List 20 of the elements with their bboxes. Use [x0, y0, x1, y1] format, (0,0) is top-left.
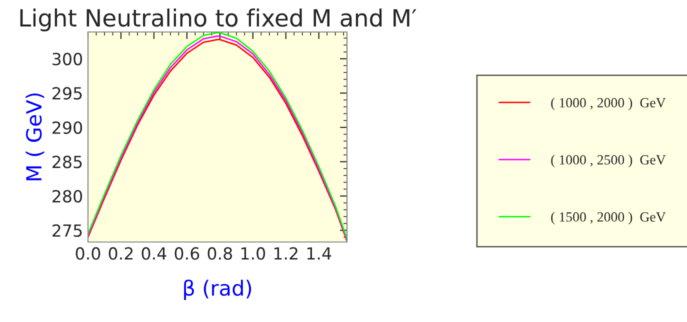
x-tick-label: 0.6 [174, 247, 200, 260]
y-tick-label: 280 [52, 190, 82, 203]
x-tick-label: 1.2 [274, 247, 298, 260]
y-tick-label: 295 [52, 87, 82, 100]
y-tick-label: 300 [52, 52, 82, 66]
x-tick-label: 0.2 [108, 247, 133, 260]
legend-label: ( 1500 , 2000 ) GeV [551, 212, 666, 224]
x-tick-label: 1.0 [241, 247, 266, 260]
x-tick-label: 1.4 [307, 247, 332, 260]
x-tick-label: 0.0 [76, 247, 100, 260]
x-axis-title: β (rad) [184, 280, 252, 300]
y-axis-title: M ( GeV) [26, 93, 44, 180]
y-tick-label: 285 [52, 156, 82, 168]
y-tick-label: 290 [52, 121, 82, 134]
y-tick-label: 275 [52, 224, 82, 237]
legend-label: ( 1000 , 2000 ) GeV [551, 98, 666, 110]
legend-label: ( 1000 , 2500 ) GeV [551, 154, 666, 168]
chart-title: Light Neutralino to fixed M and M′ [20, 8, 416, 32]
x-tick-label: 0.8 [208, 247, 232, 260]
x-tick-label: 0.4 [142, 247, 166, 260]
